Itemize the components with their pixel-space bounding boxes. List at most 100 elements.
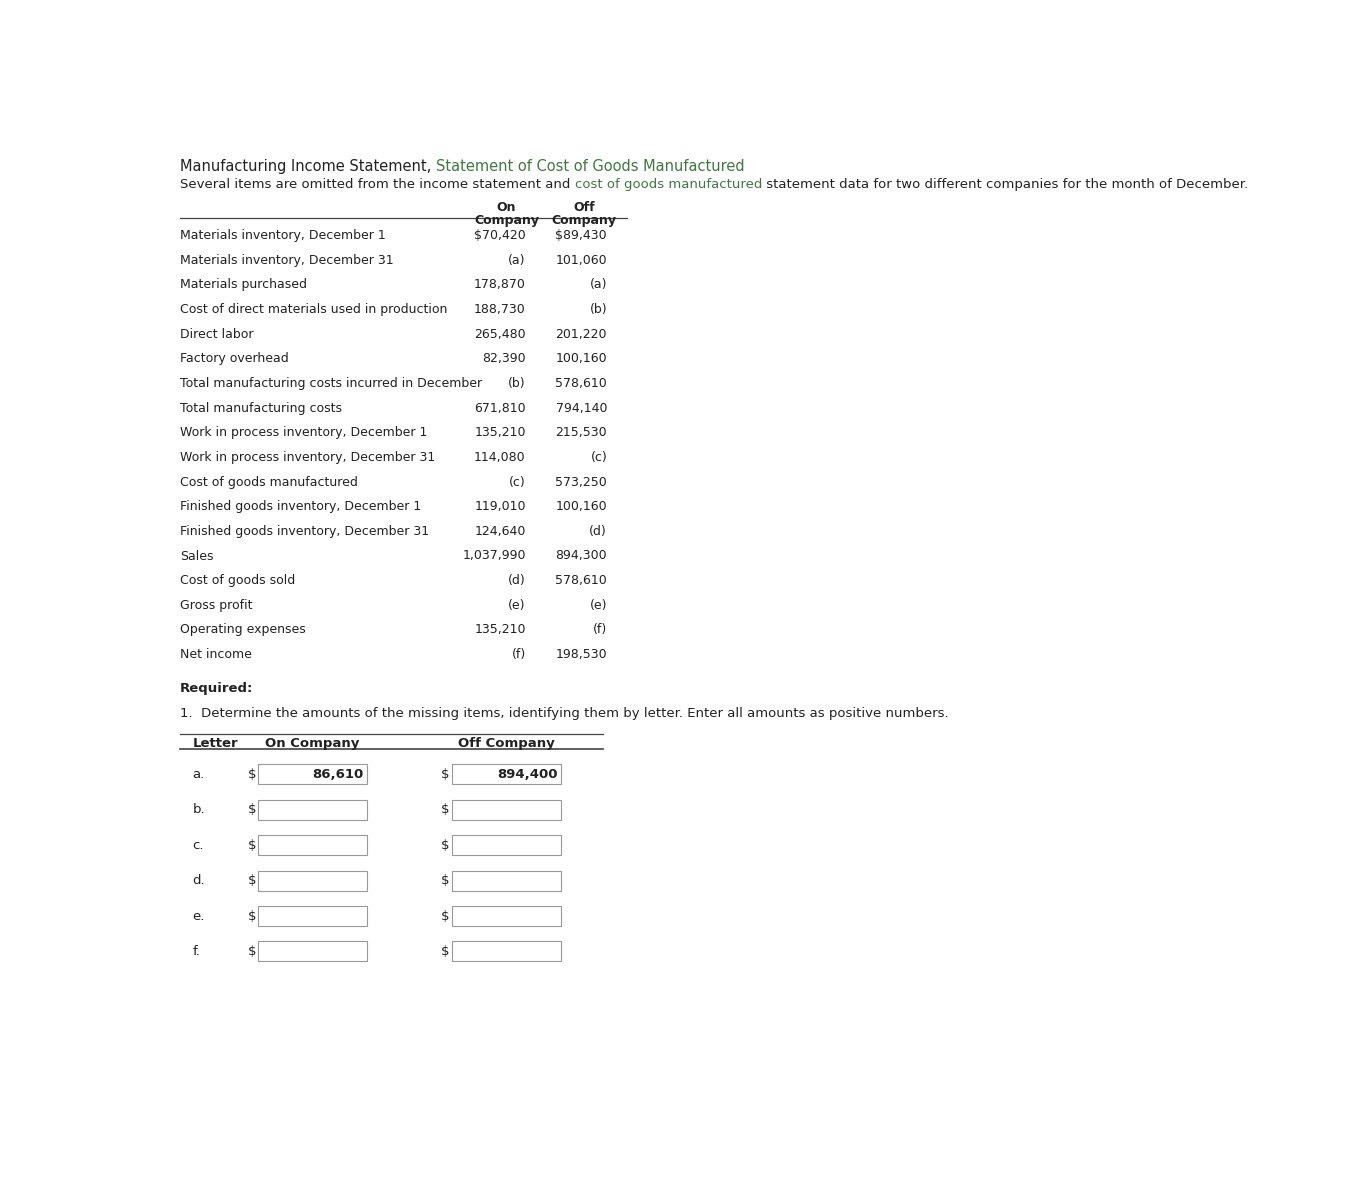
FancyBboxPatch shape: [452, 836, 561, 855]
Text: Company: Company: [474, 214, 539, 226]
Text: f.: f.: [192, 945, 200, 958]
Text: Finished goods inventory, December 31: Finished goods inventory, December 31: [180, 525, 429, 538]
Text: a.: a.: [192, 768, 204, 781]
Text: $: $: [248, 839, 256, 851]
Text: 100,160: 100,160: [555, 500, 607, 513]
Text: Factory overhead: Factory overhead: [180, 353, 288, 365]
Text: Cost of direct materials used in production: Cost of direct materials used in product…: [180, 303, 447, 317]
Text: $: $: [441, 839, 450, 851]
Text: 578,610: 578,610: [555, 574, 607, 588]
Text: On: On: [497, 201, 516, 214]
Text: cost of goods manufactured: cost of goods manufactured: [574, 178, 762, 191]
Text: Letter: Letter: [192, 737, 238, 750]
Text: $: $: [441, 909, 450, 922]
FancyBboxPatch shape: [452, 799, 561, 820]
FancyBboxPatch shape: [452, 905, 561, 926]
Text: Direct labor: Direct labor: [180, 327, 253, 341]
Text: d.: d.: [192, 874, 204, 887]
Text: 119,010: 119,010: [474, 500, 525, 513]
Text: Off Company: Off Company: [458, 737, 555, 750]
Text: 135,210: 135,210: [474, 426, 525, 439]
Text: (b): (b): [589, 303, 607, 317]
Text: 135,210: 135,210: [474, 624, 525, 637]
Text: (b): (b): [508, 377, 525, 390]
Text: Work in process inventory, December 31: Work in process inventory, December 31: [180, 452, 436, 464]
Text: 188,730: 188,730: [474, 303, 525, 317]
Text: 573,250: 573,250: [555, 476, 607, 489]
Text: 201,220: 201,220: [555, 327, 607, 341]
Text: $: $: [248, 874, 256, 887]
Text: Materials inventory, December 31: Materials inventory, December 31: [180, 254, 394, 267]
Text: 265,480: 265,480: [474, 327, 525, 341]
Text: 178,870: 178,870: [474, 278, 525, 291]
FancyBboxPatch shape: [259, 942, 367, 962]
Text: Operating expenses: Operating expenses: [180, 624, 306, 637]
Text: $: $: [441, 803, 450, 816]
FancyBboxPatch shape: [259, 836, 367, 855]
Text: c.: c.: [192, 839, 204, 851]
Text: $70,420: $70,420: [474, 229, 525, 242]
Text: Gross profit: Gross profit: [180, 598, 253, 612]
Text: 794,140: 794,140: [555, 402, 607, 414]
Text: $: $: [441, 874, 450, 887]
FancyBboxPatch shape: [259, 905, 367, 926]
Text: (c): (c): [509, 476, 525, 489]
Text: On Company: On Company: [265, 737, 360, 750]
Text: Materials inventory, December 1: Materials inventory, December 1: [180, 229, 386, 242]
Text: $: $: [441, 768, 450, 781]
Text: 114,080: 114,080: [474, 452, 525, 464]
Text: Company: Company: [551, 214, 616, 226]
Text: (c): (c): [590, 452, 607, 464]
FancyBboxPatch shape: [452, 870, 561, 891]
Text: (a): (a): [589, 278, 607, 291]
Text: (a): (a): [508, 254, 525, 267]
Text: (e): (e): [589, 598, 607, 612]
Text: 578,610: 578,610: [555, 377, 607, 390]
Text: Statement of Cost of Goods Manufactured: Statement of Cost of Goods Manufactured: [436, 159, 745, 175]
Text: Total manufacturing costs: Total manufacturing costs: [180, 402, 343, 414]
Text: b.: b.: [192, 803, 204, 816]
Text: $: $: [248, 909, 256, 922]
Text: 100,160: 100,160: [555, 353, 607, 365]
Text: 198,530: 198,530: [555, 648, 607, 661]
Text: 124,640: 124,640: [474, 525, 525, 538]
Text: Off: Off: [573, 201, 594, 214]
Text: Cost of goods manufactured: Cost of goods manufactured: [180, 476, 357, 489]
Text: (f): (f): [593, 624, 607, 637]
Text: Cost of goods sold: Cost of goods sold: [180, 574, 295, 588]
Text: $: $: [441, 945, 450, 958]
Text: e.: e.: [192, 909, 204, 922]
Text: 82,390: 82,390: [482, 353, 525, 365]
Text: 1,037,990: 1,037,990: [462, 549, 525, 562]
Text: statement data for two different companies for the month of December.: statement data for two different compani…: [762, 178, 1248, 191]
Text: Several items are omitted from the income statement and: Several items are omitted from the incom…: [180, 178, 574, 191]
Text: $: $: [248, 768, 256, 781]
Text: 894,400: 894,400: [497, 768, 558, 781]
Text: Work in process inventory, December 1: Work in process inventory, December 1: [180, 426, 428, 439]
FancyBboxPatch shape: [452, 765, 561, 784]
Text: Materials purchased: Materials purchased: [180, 278, 307, 291]
Text: Manufacturing Income Statement,: Manufacturing Income Statement,: [180, 159, 436, 175]
Text: 215,530: 215,530: [555, 426, 607, 439]
Text: (f): (f): [512, 648, 525, 661]
Text: (d): (d): [508, 574, 525, 588]
Text: Total manufacturing costs incurred in December: Total manufacturing costs incurred in De…: [180, 377, 482, 390]
FancyBboxPatch shape: [259, 870, 367, 891]
Text: 101,060: 101,060: [555, 254, 607, 267]
Text: (d): (d): [589, 525, 607, 538]
Text: 894,300: 894,300: [555, 549, 607, 562]
Text: $: $: [248, 945, 256, 958]
Text: 1.  Determine the amounts of the missing items, identifying them by letter. Ente: 1. Determine the amounts of the missing …: [180, 707, 949, 720]
FancyBboxPatch shape: [259, 799, 367, 820]
FancyBboxPatch shape: [259, 765, 367, 784]
Text: Net income: Net income: [180, 648, 252, 661]
Text: (e): (e): [508, 598, 525, 612]
Text: $89,430: $89,430: [555, 229, 607, 242]
Text: Required:: Required:: [180, 681, 253, 695]
Text: Finished goods inventory, December 1: Finished goods inventory, December 1: [180, 500, 421, 513]
Text: $: $: [248, 803, 256, 816]
FancyBboxPatch shape: [452, 942, 561, 962]
Text: 671,810: 671,810: [474, 402, 525, 414]
Text: Sales: Sales: [180, 549, 214, 562]
Text: 86,610: 86,610: [313, 768, 364, 781]
